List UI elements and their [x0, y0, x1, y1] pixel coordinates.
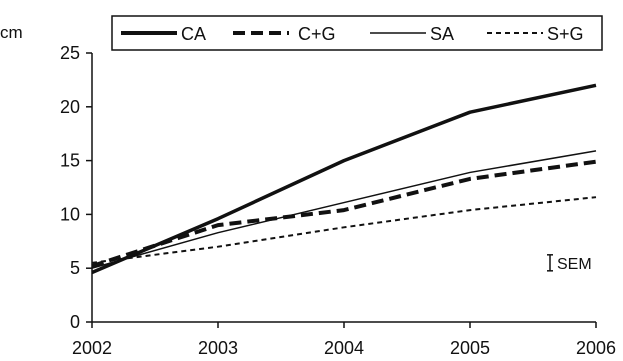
series-layer: [91, 83, 597, 275]
y-tick-label: 20: [60, 97, 80, 117]
axes: 0 5 10 15 20 25 2002 2003 2004 2005 2006: [60, 43, 616, 358]
y-unit-label: cm: [0, 23, 23, 42]
sem-error-bar-icon: [547, 254, 553, 272]
legend-label-c-g: C+G: [298, 24, 336, 44]
series-line-ca: [91, 83, 597, 275]
legend-label-s-g: S+G: [547, 24, 584, 44]
y-tick-label: 10: [60, 204, 80, 224]
x-tick-label: 2002: [72, 338, 112, 358]
x-tick-label: 2004: [324, 338, 364, 358]
series-line-s-g: [91, 196, 597, 264]
y-tick-label: 25: [60, 43, 80, 63]
y-tick-label: 15: [60, 151, 80, 171]
series-line-c-g: [91, 159, 597, 268]
legend: CA C+G SA S+G: [111, 15, 603, 51]
legend-label-ca: CA: [181, 24, 206, 44]
sem-label: SEM: [557, 256, 592, 273]
legend-label-sa: SA: [430, 24, 454, 44]
x-tick-label: 2006: [576, 338, 616, 358]
series-line-sa: [91, 150, 597, 269]
x-tick-label: 2005: [450, 338, 490, 358]
sem-annotation: SEM: [547, 254, 592, 273]
legend-box: [111, 15, 603, 51]
y-tick-label: 0: [70, 312, 80, 332]
x-tick-label: 2003: [198, 338, 238, 358]
y-tick-label: 5: [70, 258, 80, 278]
